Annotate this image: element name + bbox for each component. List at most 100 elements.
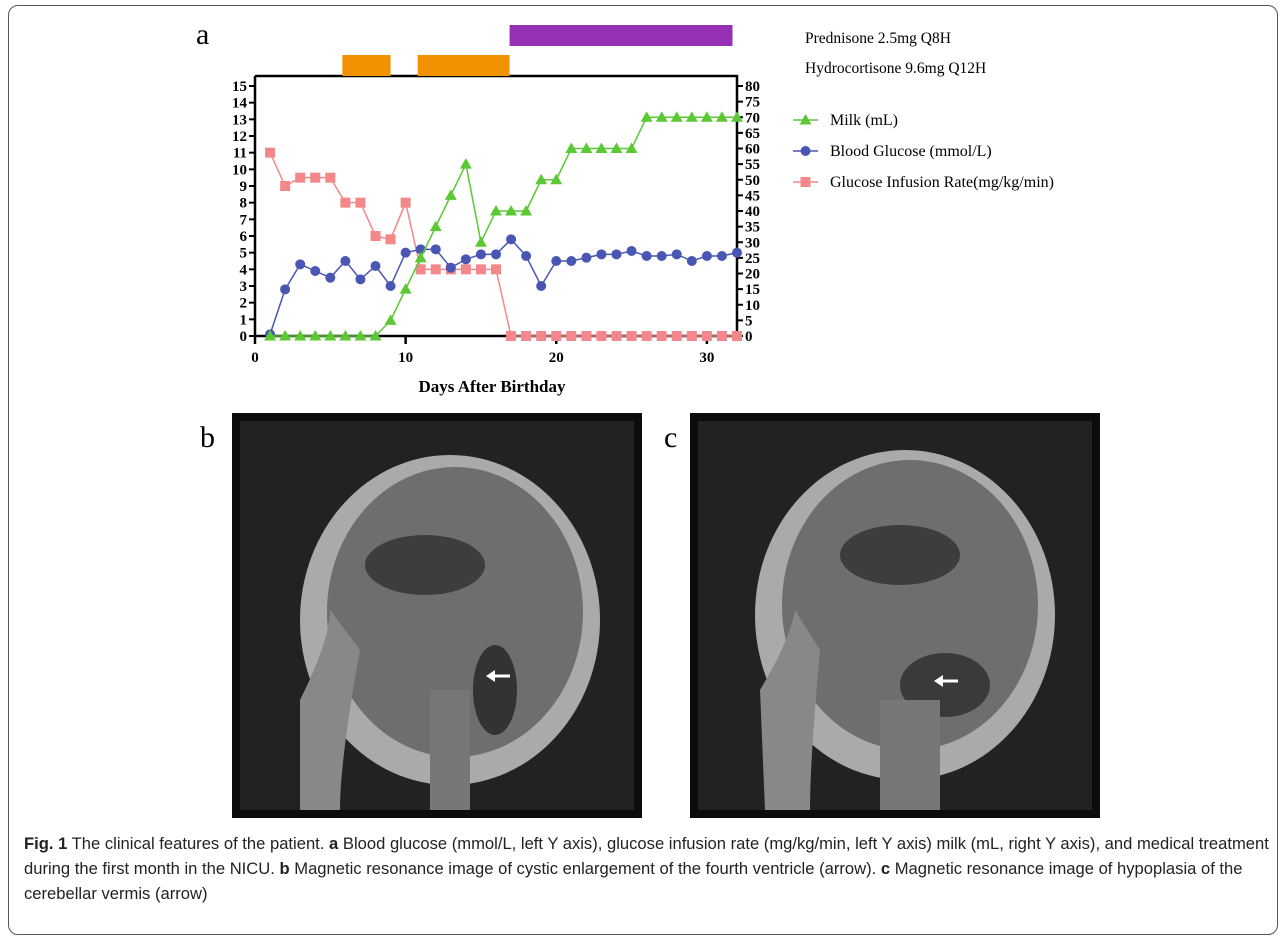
data-point bbox=[702, 331, 712, 341]
y-tick-label: 9 bbox=[240, 179, 248, 195]
y-tick-label: 14 bbox=[232, 96, 248, 112]
y-tick-label: 15 bbox=[232, 79, 247, 95]
y2-tick-label: 20 bbox=[745, 267, 760, 283]
y2-tick-label: 60 bbox=[745, 142, 760, 158]
legend-marker bbox=[801, 146, 811, 156]
data-point bbox=[596, 331, 606, 341]
data-point bbox=[687, 331, 697, 341]
data-point bbox=[612, 249, 622, 259]
data-point bbox=[295, 173, 305, 183]
data-point bbox=[430, 221, 442, 232]
data-point bbox=[355, 274, 365, 284]
data-point bbox=[732, 331, 742, 341]
data-point bbox=[340, 198, 350, 208]
y2-tick-label: 0 bbox=[745, 329, 753, 345]
data-point bbox=[476, 264, 486, 274]
legend-label: Milk (mL) bbox=[830, 112, 898, 129]
data-point bbox=[627, 246, 637, 256]
data-point bbox=[461, 254, 471, 264]
data-point bbox=[521, 331, 531, 341]
x-axis-label: Days After Birthday bbox=[418, 377, 566, 396]
series-line bbox=[270, 239, 737, 334]
data-point bbox=[461, 264, 471, 274]
treatment-bar bbox=[510, 25, 733, 46]
data-point bbox=[310, 173, 320, 183]
y2-tick-label: 30 bbox=[745, 235, 760, 251]
data-point bbox=[687, 256, 697, 266]
data-point bbox=[325, 273, 335, 283]
y-tick-label: 10 bbox=[232, 162, 247, 178]
caption-label: Fig. 1 bbox=[24, 834, 67, 853]
page: a Days After Birthday b c Prednisone 2.5… bbox=[0, 0, 1287, 942]
y-tick-label: 1 bbox=[240, 312, 248, 328]
y2-tick-label: 45 bbox=[745, 188, 760, 204]
y-tick-label: 12 bbox=[232, 129, 247, 145]
data-point bbox=[717, 331, 727, 341]
data-point bbox=[506, 234, 516, 244]
data-point bbox=[385, 314, 397, 325]
data-point bbox=[657, 331, 667, 341]
mri-image-b bbox=[232, 413, 642, 818]
caption-text: Magnetic resonance image of cystic enlar… bbox=[294, 859, 876, 878]
y-tick-label: 0 bbox=[240, 329, 248, 345]
data-point bbox=[657, 251, 667, 261]
data-point bbox=[491, 264, 501, 274]
y-tick-label: 6 bbox=[240, 229, 248, 245]
y-tick-label: 2 bbox=[240, 296, 248, 312]
x-tick-label: 10 bbox=[398, 350, 413, 366]
data-point bbox=[310, 266, 320, 276]
treatment-label: Prednisone 2.5mg Q8H bbox=[805, 30, 951, 47]
y-tick-label: 4 bbox=[240, 262, 248, 278]
panel-label: c bbox=[664, 421, 677, 454]
legend-label: Blood Glucose (mmol/L) bbox=[830, 143, 992, 160]
y2-tick-label: 80 bbox=[745, 79, 760, 95]
data-point bbox=[476, 249, 486, 259]
data-point bbox=[295, 259, 305, 269]
data-point bbox=[265, 148, 275, 158]
data-point bbox=[401, 248, 411, 258]
caption-letter: a bbox=[329, 834, 338, 853]
legend-marker bbox=[801, 177, 811, 187]
data-point bbox=[460, 158, 472, 169]
data-point bbox=[581, 331, 591, 341]
data-point bbox=[371, 231, 381, 241]
data-point bbox=[506, 331, 516, 341]
data-point bbox=[627, 331, 637, 341]
data-point bbox=[325, 173, 335, 183]
y2-tick-label: 70 bbox=[745, 110, 760, 126]
data-point bbox=[386, 281, 396, 291]
data-point bbox=[566, 331, 576, 341]
y-tick-label: 13 bbox=[232, 112, 247, 128]
data-point bbox=[386, 234, 396, 244]
caption-intro: The clinical features of the patient. bbox=[72, 834, 325, 853]
data-point bbox=[340, 256, 350, 266]
data-point bbox=[280, 284, 290, 294]
series-line bbox=[270, 153, 737, 336]
y2-tick-label: 5 bbox=[745, 313, 753, 329]
data-point bbox=[732, 248, 742, 258]
panel-label: b bbox=[200, 421, 215, 454]
legend-label: Glucose Infusion Rate(mg/kg/min) bbox=[830, 174, 1054, 191]
data-point bbox=[431, 244, 441, 254]
data-point bbox=[702, 251, 712, 261]
treatment-label: Hydrocortisone 9.6mg Q12H bbox=[805, 60, 986, 77]
data-point bbox=[551, 331, 561, 341]
y2-tick-label: 50 bbox=[745, 173, 760, 189]
y2-tick-label: 10 bbox=[745, 298, 760, 314]
panel-label: a bbox=[196, 18, 209, 51]
y2-tick-label: 65 bbox=[745, 126, 760, 142]
y-tick-label: 7 bbox=[240, 212, 248, 228]
data-point bbox=[672, 249, 682, 259]
caption-letter: c bbox=[881, 859, 890, 878]
data-point bbox=[596, 249, 606, 259]
figure: a Days After Birthday b c Prednisone 2.5… bbox=[0, 0, 1287, 830]
data-point bbox=[536, 281, 546, 291]
data-point bbox=[566, 256, 576, 266]
data-point bbox=[642, 251, 652, 261]
treatment-bar bbox=[342, 55, 390, 76]
data-point bbox=[400, 283, 412, 294]
x-tick-label: 20 bbox=[549, 350, 564, 366]
data-point bbox=[431, 264, 441, 274]
data-point bbox=[536, 331, 546, 341]
x-tick-label: 30 bbox=[699, 350, 714, 366]
